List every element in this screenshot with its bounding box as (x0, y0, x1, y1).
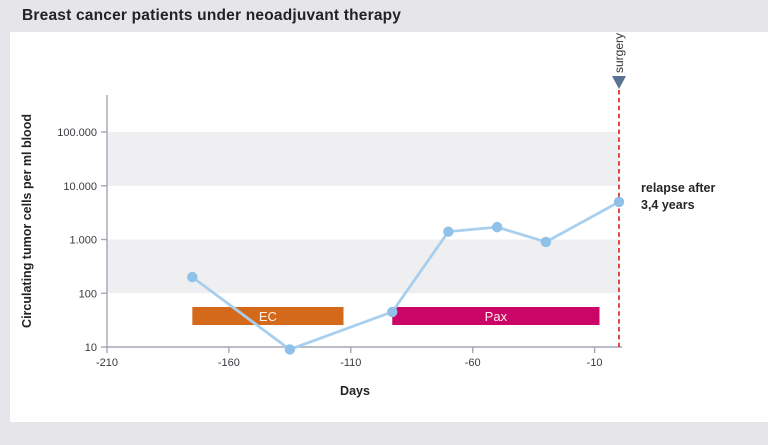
x-tick-label: -110 (340, 357, 361, 369)
x-tick-label: -10 (587, 357, 603, 369)
surgery-arrow-icon (612, 76, 626, 89)
page-title: Breast cancer patients under neoadjuvant… (22, 7, 402, 24)
data-point-marker (284, 344, 296, 355)
y-axis-title: Circulating tumor cells per ml blood (20, 114, 34, 328)
treatment-bar-ec (192, 307, 344, 325)
data-point-marker (613, 196, 625, 208)
x-tick-label: -160 (218, 357, 240, 369)
y-tick-label: 10.000 (63, 181, 97, 193)
relapse-annotation-line2: 3,4 years (641, 198, 695, 212)
y-tick-label: 10 (85, 342, 97, 354)
data-point-marker (443, 226, 454, 237)
data-point-marker (540, 236, 552, 248)
treatment-bar-label-pax: Pax (485, 309, 508, 324)
surgery-label: surgery (612, 33, 626, 73)
relapse-annotation-line1: relapse after (641, 181, 715, 195)
footer-strip (0, 422, 768, 445)
log-band (107, 239, 619, 294)
y-tick-label: 100.000 (57, 127, 97, 139)
y-tick-label: 100 (79, 288, 97, 300)
data-point-marker (387, 306, 398, 318)
x-tick-label: -60 (465, 357, 481, 369)
log-band (107, 132, 619, 186)
data-point-marker (187, 271, 198, 283)
data-point-marker (491, 221, 503, 233)
x-tick-label: -210 (96, 357, 118, 369)
y-tick-label: 1.000 (69, 235, 97, 247)
x-axis-title: Days (340, 384, 370, 398)
treatment-bar-pax (392, 307, 600, 325)
treatment-bar-label-ec: EC (259, 309, 277, 324)
chart-card (10, 32, 768, 422)
